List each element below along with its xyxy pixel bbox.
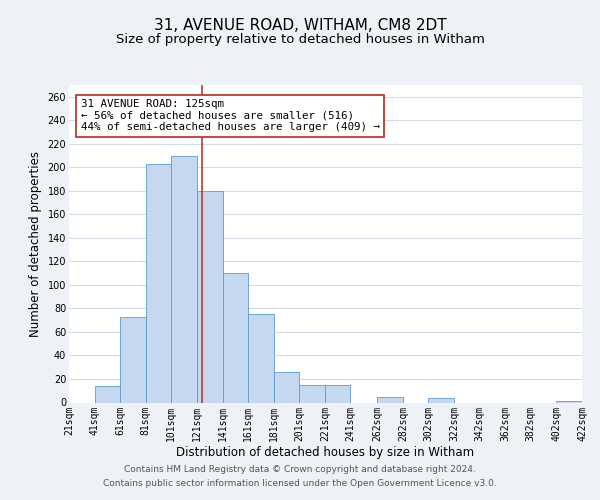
Bar bbox=[120, 316, 146, 402]
X-axis label: Distribution of detached houses by size in Witham: Distribution of detached houses by size … bbox=[176, 446, 475, 459]
Text: Contains public sector information licensed under the Open Government Licence v3: Contains public sector information licen… bbox=[103, 478, 497, 488]
Bar bbox=[95, 386, 120, 402]
Text: 31 AVENUE ROAD: 125sqm
← 56% of detached houses are smaller (516)
44% of semi-de: 31 AVENUE ROAD: 125sqm ← 56% of detached… bbox=[80, 99, 380, 132]
Bar bbox=[172, 156, 197, 402]
Bar bbox=[377, 396, 403, 402]
Y-axis label: Number of detached properties: Number of detached properties bbox=[29, 151, 42, 337]
Bar bbox=[299, 385, 325, 402]
Bar bbox=[197, 191, 223, 402]
Bar bbox=[248, 314, 274, 402]
Bar bbox=[146, 164, 172, 402]
Text: Contains HM Land Registry data © Crown copyright and database right 2024.: Contains HM Land Registry data © Crown c… bbox=[124, 465, 476, 474]
Bar bbox=[428, 398, 454, 402]
Bar bbox=[223, 273, 248, 402]
Bar bbox=[274, 372, 299, 402]
Text: 31, AVENUE ROAD, WITHAM, CM8 2DT: 31, AVENUE ROAD, WITHAM, CM8 2DT bbox=[154, 18, 446, 32]
Bar bbox=[325, 385, 350, 402]
Text: Size of property relative to detached houses in Witham: Size of property relative to detached ho… bbox=[116, 32, 484, 46]
